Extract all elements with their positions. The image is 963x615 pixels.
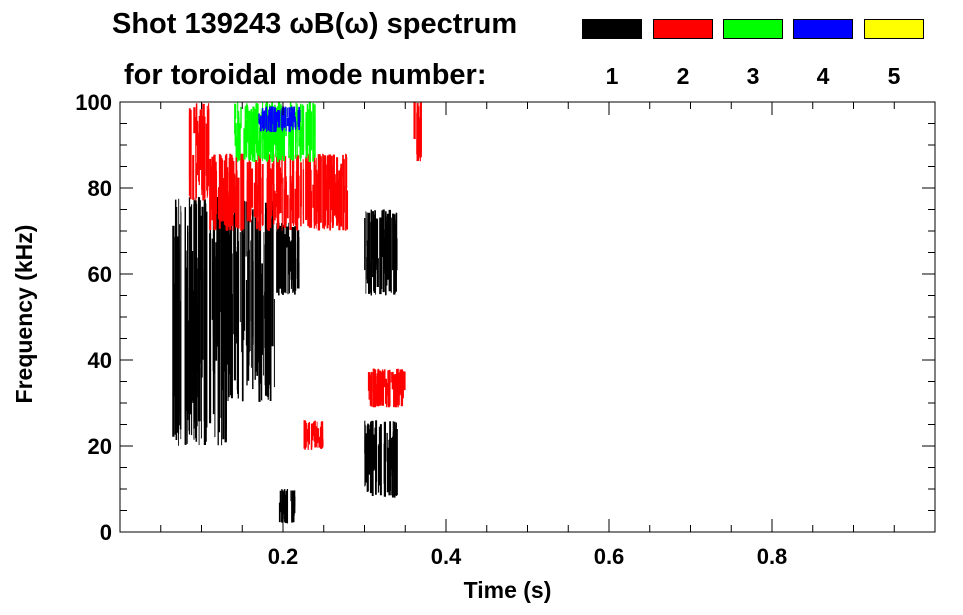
- legend-swatch-mode-4: [793, 19, 853, 39]
- spectrum-region-mode-1: [172, 196, 227, 446]
- spectrum-region-mode-4: [258, 106, 301, 133]
- legend-swatch-mode-1: [582, 19, 642, 39]
- spectrum-region-mode-1: [364, 209, 398, 296]
- x-tick-label: 0.2: [268, 544, 299, 569]
- legend-label-mode-4: 4: [816, 63, 830, 89]
- legend: 1 2 3 4 5: [0, 0, 963, 100]
- spectrum-region-mode-1: [364, 420, 398, 498]
- y-axis-label: Frequency (kHz): [11, 225, 37, 404]
- legend-label-mode-2: 2: [676, 63, 690, 89]
- legend-swatch-mode-5: [864, 19, 924, 39]
- spectrum-region-mode-2: [367, 368, 406, 408]
- spectrum-data-layer: [172, 102, 422, 524]
- x-tick-label: 0.6: [594, 544, 625, 569]
- y-tick-label: 100: [75, 90, 112, 115]
- spectrum-region-mode-2: [303, 420, 324, 450]
- legend-label-mode-5: 5: [887, 63, 901, 89]
- legend-label-mode-3: 3: [746, 63, 760, 89]
- legend-label-mode-1: 1: [605, 63, 619, 89]
- y-tick-label: 20: [88, 434, 112, 459]
- x-axis-label: Time (s): [464, 577, 552, 603]
- spectrum-region-mode-1: [278, 489, 296, 524]
- spectrum-region-mode-1: [226, 197, 275, 402]
- spectrum-region-mode-2: [188, 103, 210, 201]
- chart-title-line2: for toroidal mode number:: [124, 59, 487, 91]
- legend-swatch-mode-3: [723, 19, 783, 39]
- y-tick-label: 60: [88, 262, 112, 287]
- y-tick-label: 80: [88, 176, 112, 201]
- spectrum-region-mode-1: [276, 222, 300, 296]
- y-tick-label: 40: [88, 348, 112, 373]
- legend-swatch-mode-2: [653, 19, 713, 39]
- x-tick-label: 0.4: [431, 544, 462, 569]
- chart-title-line1: Shot 139243 ωB(ω) spectrum: [112, 8, 518, 40]
- spectrum-region-mode-2: [209, 153, 349, 231]
- axis-ticks: 0 20 40 60 80 100 0.2 0.4 0.6 0.8: [75, 90, 935, 569]
- x-tick-label: 0.8: [757, 544, 788, 569]
- y-tick-label: 0: [100, 520, 112, 545]
- spectrum-region-mode-2: [413, 102, 422, 162]
